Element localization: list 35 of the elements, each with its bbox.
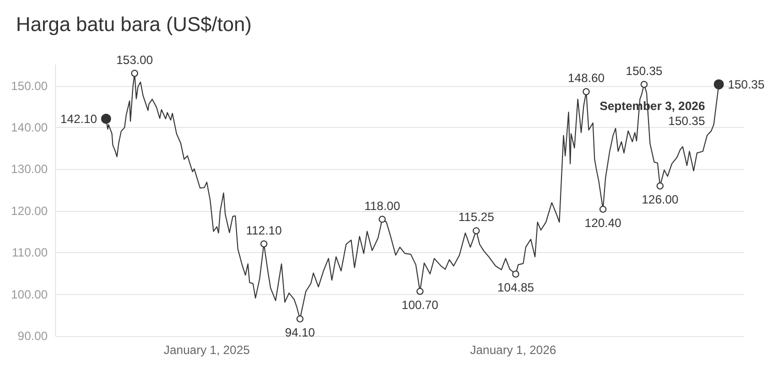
annotation: 150.35 [626,64,663,78]
annotation: 100.70 [402,298,439,312]
y-tick-label: 110.00 [12,246,48,260]
annotation: 94.10 [284,325,316,340]
annotation: 148.60 [568,71,605,86]
annotation: 120.40 [584,216,622,230]
point [472,227,480,234]
annotation: 150.35 [728,77,765,92]
annotation: 104.85 [497,280,534,295]
point [260,240,268,248]
annotation: 126.00 [642,192,679,206]
point [656,182,664,190]
annotation: 153.00 [116,52,154,67]
y-tick-label: 140.00 [11,120,48,135]
point [296,315,304,322]
point [512,270,520,278]
y-tick-label: 90.00 [18,329,48,343]
y-tick-label: 130.00 [11,162,48,176]
x-tick-label: January 1, 2026 [470,343,557,357]
point [378,216,386,223]
point [582,88,590,96]
point [640,80,648,88]
y-tick-label: 120.00 [11,204,48,218]
point [131,70,138,77]
y-tick-label: 100.00 [11,287,48,302]
annotation: 142.10 [60,112,98,126]
annotation: 150.35 [668,114,706,128]
chart-title: Harga batu bara (US$/ton) [16,14,252,36]
annotation: 112.10 [246,223,282,238]
annotation: 118.00 [364,198,400,213]
point [599,206,606,213]
annotation: 115.25 [458,210,494,224]
x-tick-label: January 1, 2025 [164,343,250,357]
point [416,288,424,295]
y-tick-label: 150.00 [11,78,48,93]
